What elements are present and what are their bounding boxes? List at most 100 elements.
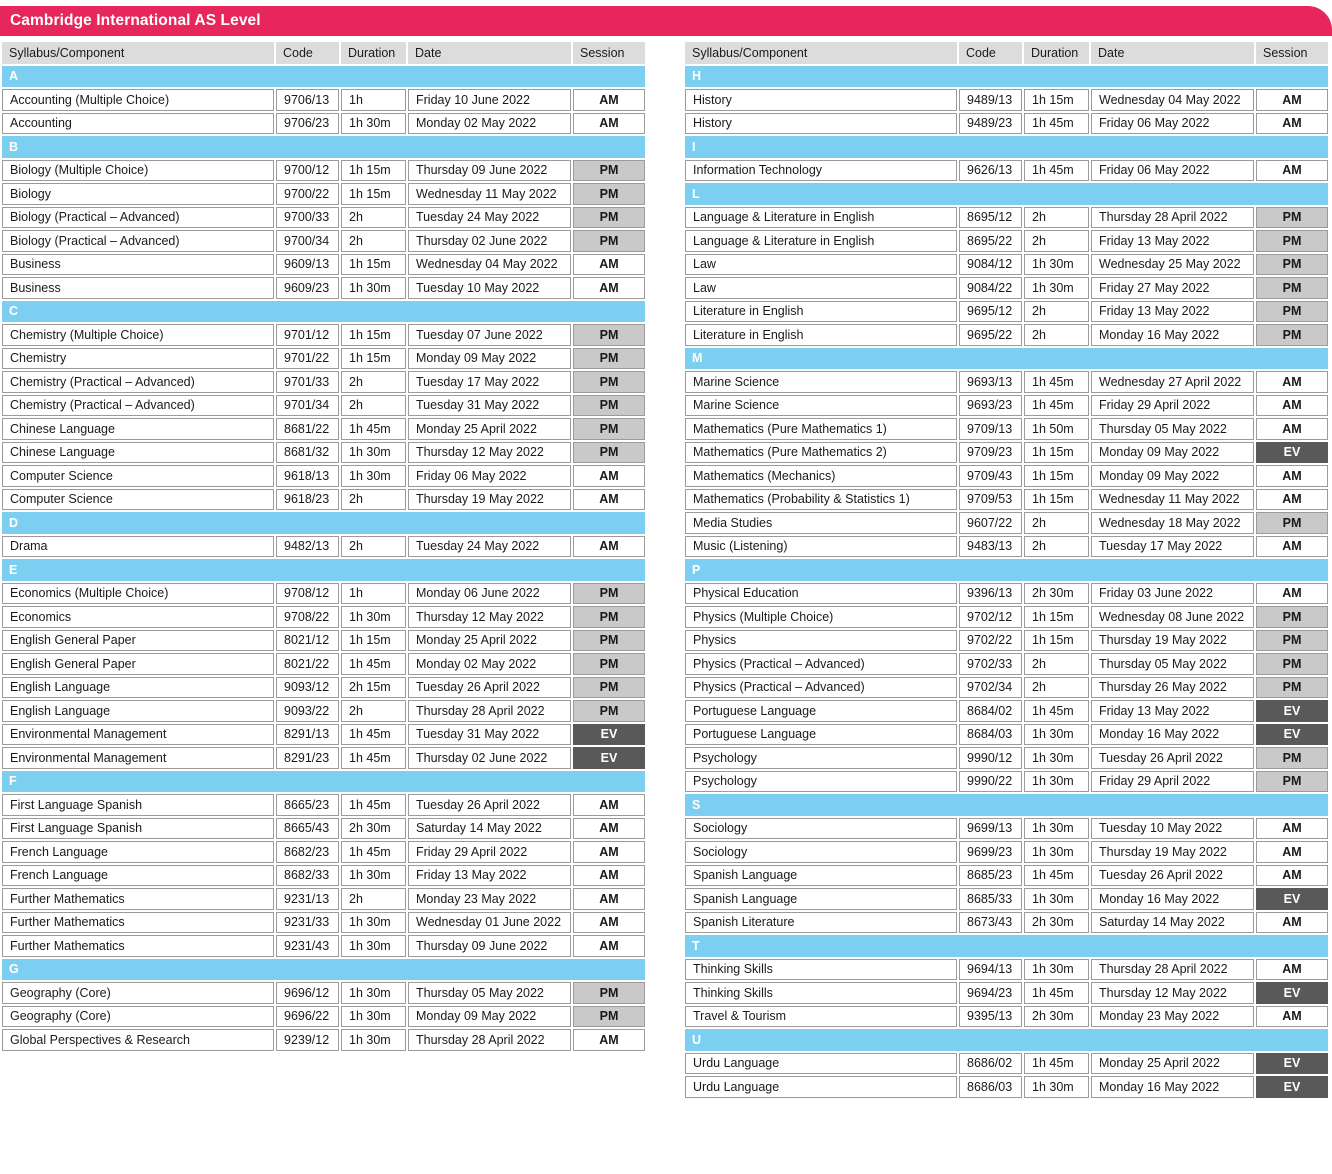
duration-cell: 1h 15m bbox=[1024, 89, 1089, 111]
date-cell: Friday 27 May 2022 bbox=[1091, 277, 1254, 299]
column-header-code: Code bbox=[276, 42, 339, 64]
table-row: Environmental Management 8291/13 1h 45m Tue… bbox=[2, 723, 645, 745]
syllabus-cell: Sociology bbox=[685, 841, 957, 863]
section-header-u: U bbox=[685, 1029, 1328, 1051]
syllabus-cell: Language & Literature in English bbox=[685, 206, 957, 228]
table-row: Spanish Language 8685/33 1h 30m Monday 16 M… bbox=[685, 888, 1328, 910]
date-cell: Saturday 14 May 2022 bbox=[1091, 911, 1254, 933]
duration-cell: 2h bbox=[1024, 230, 1089, 252]
tables-container: Syllabus/Component Code Duration Date Sessio… bbox=[0, 40, 1332, 1100]
column-header-syllabus-component: Syllabus/Component bbox=[685, 42, 957, 64]
column-header-session: Session bbox=[1256, 42, 1328, 64]
code-cell: 9093/12 bbox=[276, 676, 339, 698]
code-cell: 9695/12 bbox=[959, 300, 1022, 322]
syllabus-cell: Environmental Management bbox=[2, 723, 274, 745]
date-cell: Thursday 28 April 2022 bbox=[408, 1029, 571, 1051]
table-row: Psychology 9990/12 1h 30m Tuesday 26 April … bbox=[685, 747, 1328, 769]
duration-cell: 1h 15m bbox=[341, 183, 406, 205]
section-row-u: U bbox=[685, 1029, 1328, 1051]
date-cell: Friday 13 May 2022 bbox=[1091, 700, 1254, 722]
code-cell: 9626/13 bbox=[959, 159, 1022, 181]
syllabus-cell: Geography (Core) bbox=[2, 1005, 274, 1027]
code-cell: 9701/12 bbox=[276, 324, 339, 346]
date-cell: Friday 06 May 2022 bbox=[408, 465, 571, 487]
section-row-t: T bbox=[685, 935, 1328, 957]
date-cell: Monday 23 May 2022 bbox=[1091, 1005, 1254, 1027]
duration-cell: 1h 30m bbox=[1024, 747, 1089, 769]
date-cell: Monday 02 May 2022 bbox=[408, 112, 571, 134]
date-cell: Thursday 02 June 2022 bbox=[408, 747, 571, 769]
duration-cell: 1h 15m bbox=[341, 159, 406, 181]
date-cell: Tuesday 26 April 2022 bbox=[408, 794, 571, 816]
date-cell: Friday 06 May 2022 bbox=[1091, 112, 1254, 134]
syllabus-cell: Marine Science bbox=[685, 371, 957, 393]
duration-cell: 1h 45m bbox=[1024, 1052, 1089, 1074]
code-cell: 9482/13 bbox=[276, 535, 339, 557]
session-badge: AM bbox=[573, 841, 645, 863]
session-badge: PM bbox=[573, 1005, 645, 1027]
table-row: Mathematics (Probability & Statistics 1)… bbox=[685, 488, 1328, 510]
session-badge: PM bbox=[1256, 300, 1328, 322]
session-badge: PM bbox=[1256, 324, 1328, 346]
code-cell: 8682/23 bbox=[276, 841, 339, 863]
session-badge: EV bbox=[1256, 888, 1328, 910]
date-cell: Wednesday 27 April 2022 bbox=[1091, 371, 1254, 393]
code-cell: 9694/23 bbox=[959, 982, 1022, 1004]
syllabus-cell: Mathematics (Pure Mathematics 1) bbox=[685, 418, 957, 440]
session-badge: EV bbox=[1256, 1076, 1328, 1098]
date-cell: Tuesday 07 June 2022 bbox=[408, 324, 571, 346]
timetable-left: Syllabus/Component Code Duration Date Sessio… bbox=[0, 40, 647, 1053]
session-badge: AM bbox=[1256, 371, 1328, 393]
table-row: History 9489/23 1h 45m Friday 06 May 2022 AM bbox=[685, 112, 1328, 134]
table-row: First Language Spanish 8665/23 1h 45m Tuesd… bbox=[2, 794, 645, 816]
date-cell: Thursday 28 April 2022 bbox=[408, 700, 571, 722]
syllabus-cell: Information Technology bbox=[685, 159, 957, 181]
session-badge: PM bbox=[573, 159, 645, 181]
column-header-duration: Duration bbox=[1024, 42, 1089, 64]
session-badge: EV bbox=[1256, 700, 1328, 722]
table-row: Economics (Multiple Choice) 9708/12 1h Mond… bbox=[2, 582, 645, 604]
session-badge: PM bbox=[573, 441, 645, 463]
session-badge: EV bbox=[573, 723, 645, 745]
code-cell: 9699/23 bbox=[959, 841, 1022, 863]
title-banner: Cambridge International AS Level bbox=[0, 6, 1332, 36]
table-row: Portuguese Language 8684/03 1h 30m Monday 1… bbox=[685, 723, 1328, 745]
session-badge: AM bbox=[1256, 418, 1328, 440]
section-header-i: I bbox=[685, 136, 1328, 158]
section-row-c: C bbox=[2, 300, 645, 322]
syllabus-cell: Biology (Practical – Advanced) bbox=[2, 230, 274, 252]
date-cell: Tuesday 10 May 2022 bbox=[408, 277, 571, 299]
session-badge: AM bbox=[573, 911, 645, 933]
table-row: English General Paper 8021/12 1h 15m Monday… bbox=[2, 629, 645, 651]
date-cell: Monday 09 May 2022 bbox=[1091, 465, 1254, 487]
section-row-m: M bbox=[685, 347, 1328, 369]
section-row-a: A bbox=[2, 65, 645, 87]
table-row: English Language 9093/22 2h Thursday 28 Apr… bbox=[2, 700, 645, 722]
session-badge: PM bbox=[573, 394, 645, 416]
syllabus-cell: Thinking Skills bbox=[685, 958, 957, 980]
column-header-syllabus-component: Syllabus/Component bbox=[2, 42, 274, 64]
session-badge: PM bbox=[573, 582, 645, 604]
date-cell: Friday 10 June 2022 bbox=[408, 89, 571, 111]
duration-cell: 1h 30m bbox=[341, 465, 406, 487]
duration-cell: 1h 30m bbox=[1024, 723, 1089, 745]
table-row: Literature in English 9695/12 2h Friday 13 … bbox=[685, 300, 1328, 322]
duration-cell: 1h 15m bbox=[341, 253, 406, 275]
date-cell: Wednesday 04 May 2022 bbox=[1091, 89, 1254, 111]
syllabus-cell: Economics (Multiple Choice) bbox=[2, 582, 274, 604]
session-badge: EV bbox=[1256, 982, 1328, 1004]
date-cell: Friday 13 May 2022 bbox=[408, 864, 571, 886]
session-badge: AM bbox=[1256, 864, 1328, 886]
syllabus-cell: Business bbox=[2, 253, 274, 275]
code-cell: 9084/12 bbox=[959, 253, 1022, 275]
code-cell: 9702/12 bbox=[959, 606, 1022, 628]
session-badge: AM bbox=[1256, 958, 1328, 980]
syllabus-cell: Media Studies bbox=[685, 512, 957, 534]
duration-cell: 1h 45m bbox=[1024, 159, 1089, 181]
duration-cell: 1h 45m bbox=[1024, 371, 1089, 393]
duration-cell: 1h 50m bbox=[1024, 418, 1089, 440]
session-badge: PM bbox=[573, 371, 645, 393]
session-badge: PM bbox=[573, 676, 645, 698]
duration-cell: 2h bbox=[341, 700, 406, 722]
section-header-s: S bbox=[685, 794, 1328, 816]
